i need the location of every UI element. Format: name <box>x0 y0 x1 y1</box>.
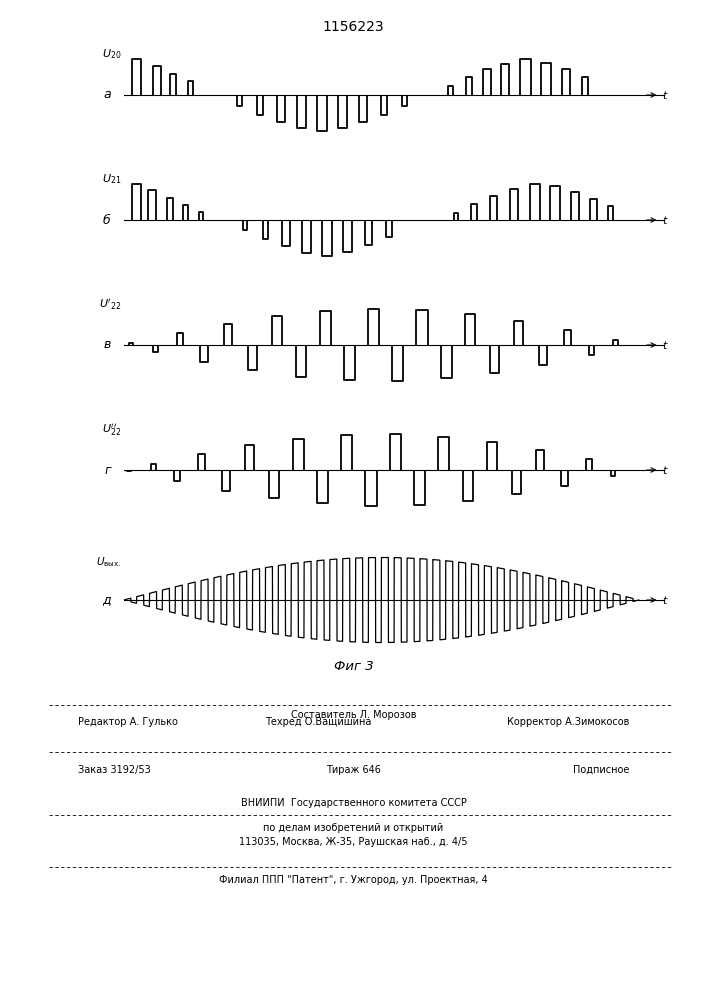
Text: Редактор А. Гулько: Редактор А. Гулько <box>78 717 177 727</box>
Text: $t$: $t$ <box>662 594 669 606</box>
Text: а: а <box>103 89 111 102</box>
Text: $t$: $t$ <box>662 339 669 351</box>
Text: Составитель Л. Морозов: Составитель Л. Морозов <box>291 710 416 720</box>
Text: Заказ 3192/53: Заказ 3192/53 <box>78 765 151 775</box>
Text: $U^{\prime\prime}_{22}$: $U^{\prime\prime}_{22}$ <box>102 422 121 438</box>
Text: г: г <box>104 464 111 477</box>
Text: $t$: $t$ <box>662 89 669 101</box>
Text: 1156223: 1156223 <box>322 20 385 34</box>
Text: Подписное: Подписное <box>573 765 629 775</box>
Text: $U'_{22}$: $U'_{22}$ <box>98 297 121 312</box>
Text: Фиг 3: Фиг 3 <box>334 660 373 673</box>
Text: $U_{21}$: $U_{21}$ <box>102 172 121 186</box>
Text: Тираж 646: Тираж 646 <box>326 765 381 775</box>
Text: Корректор А.Зимокосов: Корректор А.Зимокосов <box>507 717 629 727</box>
Text: б: б <box>103 214 111 227</box>
Text: по делам изобретений и открытий: по делам изобретений и открытий <box>264 823 443 833</box>
Text: $U_{\text{вых.}}$: $U_{\text{вых.}}$ <box>95 555 121 569</box>
Text: д: д <box>103 593 111 606</box>
Text: Филиал ППП "Патент", г. Ужгород, ул. Проектная, 4: Филиал ППП "Патент", г. Ужгород, ул. Про… <box>219 875 488 885</box>
Text: Техред О.Ващишина: Техред О.Ващишина <box>265 717 371 727</box>
Text: $U_{20}$: $U_{20}$ <box>102 47 121 61</box>
Text: $t$: $t$ <box>662 464 669 476</box>
Text: в: в <box>103 338 111 352</box>
Text: ВНИИПИ  Государственного комитета СССР: ВНИИПИ Государственного комитета СССР <box>240 798 467 808</box>
Text: $t$: $t$ <box>662 214 669 226</box>
Text: 113035, Москва, Ж-35, Раушская наб., д. 4/5: 113035, Москва, Ж-35, Раушская наб., д. … <box>239 837 468 847</box>
